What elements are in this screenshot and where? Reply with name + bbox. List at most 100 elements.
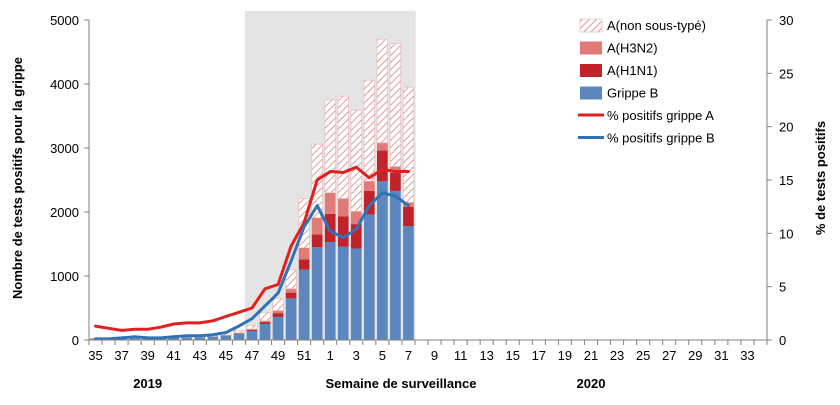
bar-grippe-b-42 xyxy=(181,337,193,340)
bar-a-non-sous-typ--4 xyxy=(363,79,375,182)
bar-grippe-b-6 xyxy=(390,190,401,340)
bar-a-h1n1--2 xyxy=(337,216,349,247)
bar-a-h3n2--48 xyxy=(259,320,271,323)
bar-series xyxy=(89,38,415,340)
bar-a-non-sous-typ--6 xyxy=(389,43,402,167)
bar-a-h3n2--5 xyxy=(377,142,388,151)
bar-grippe-b-48 xyxy=(259,324,271,340)
x-tick-label: 17 xyxy=(532,348,546,363)
year-label: 2019 xyxy=(133,376,162,391)
bar-a-h1n1--3 xyxy=(350,224,362,249)
x-tick-label: 37 xyxy=(114,348,128,363)
y2-axis-title: % de tests positifs xyxy=(813,121,828,235)
legend-label: % positifs grippe A xyxy=(607,108,714,123)
bar-a-h3n2--51 xyxy=(298,247,310,260)
bar-a-h1n1--48 xyxy=(259,322,271,324)
y-tick-label: 2000 xyxy=(50,205,79,220)
y2-tick-label: 15 xyxy=(779,173,793,188)
x-tick-label: 1 xyxy=(327,348,334,363)
x-tick-label: 31 xyxy=(714,348,728,363)
x-tick-label: 3 xyxy=(353,348,360,363)
y-tick-label: 3000 xyxy=(50,141,79,156)
legend-swatch xyxy=(580,64,602,77)
x-tick-label: 45 xyxy=(219,348,233,363)
x-tick-label: 47 xyxy=(245,348,259,363)
bar-a-h3n2--4 xyxy=(363,181,375,191)
bar-a-h3n2--2 xyxy=(337,198,349,217)
legend-swatch xyxy=(580,86,602,100)
bar-a-non-sous-typ--46 xyxy=(233,330,245,334)
x-axis-title: Semaine de surveillance xyxy=(325,376,476,391)
x-tick-label: 39 xyxy=(140,348,154,363)
y2-tick-label: 10 xyxy=(779,226,793,241)
bar-a-non-sous-typ--49 xyxy=(272,298,284,311)
bar-grippe-b-51 xyxy=(298,269,310,340)
bar-a-non-sous-typ--3 xyxy=(350,109,362,212)
line-pct-grippe-a xyxy=(94,165,410,332)
bar-a-non-sous-typ--7 xyxy=(402,86,415,203)
bar-a-h1n1--4 xyxy=(363,190,375,215)
bar-a-h1n1--7 xyxy=(403,206,414,227)
legend: A(non sous-typé) A(H3N2) A(H1N1) Grippe B % … xyxy=(578,18,715,146)
line-series xyxy=(94,165,410,341)
x-tick-label: 29 xyxy=(688,348,702,363)
bar-a-h1n1--52 xyxy=(311,234,323,248)
bar-grippe-b-50 xyxy=(285,298,297,340)
x-tick-label: 43 xyxy=(193,348,207,363)
legend-label: A(H3N2) xyxy=(607,41,658,56)
y-tick-label: 5000 xyxy=(50,13,79,28)
y2-tick-label: 25 xyxy=(779,66,793,81)
bar-grippe-b-49 xyxy=(272,316,284,340)
line-pct-grippe-b xyxy=(94,191,410,341)
x-tick-label: 51 xyxy=(297,348,311,363)
bar-grippe-b-41 xyxy=(168,337,180,340)
bar-grippe-b-7 xyxy=(403,226,414,340)
bar-a-h3n2--6 xyxy=(390,166,401,173)
bar-a-h1n1--49 xyxy=(272,313,284,317)
bar-grippe-b-45 xyxy=(220,335,232,340)
bar-grippe-b-43 xyxy=(194,337,206,340)
x-tick-label: 35 xyxy=(88,348,102,363)
y2-tick-label: 5 xyxy=(779,280,786,295)
bar-a-non-sous-typ--1 xyxy=(324,99,336,194)
x-tick-label: 25 xyxy=(636,348,650,363)
x-tick-label: 49 xyxy=(271,348,285,363)
bar-a-non-sous-typ--50 xyxy=(285,269,297,290)
bar-grippe-b-44 xyxy=(207,336,219,340)
x-tick-label: 21 xyxy=(584,348,598,363)
x-tick-label: 15 xyxy=(506,348,520,363)
bar-a-h1n1--47 xyxy=(246,329,258,332)
bar-grippe-b-47 xyxy=(246,331,258,340)
x-tick-label: 27 xyxy=(662,348,676,363)
y-tick-label: 1000 xyxy=(50,269,79,284)
bar-grippe-b-5 xyxy=(377,181,388,340)
bar-a-h3n2--49 xyxy=(272,310,284,314)
year-label: 2020 xyxy=(577,376,606,391)
bar-a-non-sous-typ--2 xyxy=(337,95,349,199)
y2-tick-label: 30 xyxy=(779,13,793,28)
y2-tick-label: 20 xyxy=(779,120,793,135)
bar-a-h1n1--51 xyxy=(298,259,310,270)
y2-tick-label: 0 xyxy=(779,333,786,348)
x-tick-label: 11 xyxy=(454,348,468,363)
bar-grippe-b-46 xyxy=(233,333,245,340)
y-tick-label: 4000 xyxy=(50,77,79,92)
bar-grippe-b-38 xyxy=(129,338,140,340)
bar-a-h3n2--52 xyxy=(311,217,323,235)
legend-label: A(non sous-typé) xyxy=(607,18,706,33)
bar-grippe-b-3 xyxy=(350,248,362,340)
bar-a-h3n2--50 xyxy=(285,288,297,293)
bar-grippe-b-2 xyxy=(337,246,349,340)
x-tick-label: 23 xyxy=(610,348,624,363)
x-tick-label: 5 xyxy=(379,348,386,363)
bar-a-non-sous-typ--47 xyxy=(246,324,258,330)
legend-label: Grippe B xyxy=(607,86,658,101)
bar-a-h1n1--50 xyxy=(285,292,297,299)
bar-a-non-sous-typ--5 xyxy=(376,38,389,144)
x-tick-label: 41 xyxy=(167,348,181,363)
bar-a-non-sous-typ--48 xyxy=(259,312,271,322)
x-tick-label: 9 xyxy=(431,348,438,363)
bar-a-h3n2--1 xyxy=(324,192,336,214)
